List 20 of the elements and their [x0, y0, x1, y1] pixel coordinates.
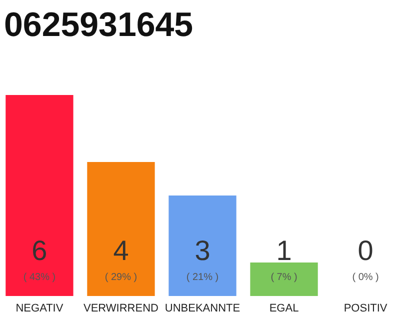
x-tick-label: UNBEKANNTE [164, 302, 240, 314]
x-tick-label: EGAL [269, 302, 299, 314]
chart-title: 0625931645 [4, 6, 194, 44]
data-label: 6 [32, 235, 48, 266]
data-label: 3 [194, 235, 210, 266]
data-label: 0 [358, 235, 374, 266]
annotation: ( 43% ) [23, 272, 56, 283]
bar [168, 196, 236, 296]
x-tick-label: VERWIRREND [83, 302, 159, 314]
annotation: ( 21% ) [186, 272, 219, 283]
bar [250, 262, 318, 296]
x-tick-label: NEGATIV [16, 302, 64, 314]
annotation: ( 7% ) [270, 272, 298, 283]
data-label: 4 [113, 235, 129, 266]
x-tick-label: POSITIV [344, 302, 388, 314]
bar [6, 95, 74, 296]
bar [87, 162, 155, 296]
annotation: ( 0% ) [352, 272, 379, 283]
data-label: 1 [276, 235, 292, 266]
annotation: ( 29% ) [104, 272, 138, 283]
